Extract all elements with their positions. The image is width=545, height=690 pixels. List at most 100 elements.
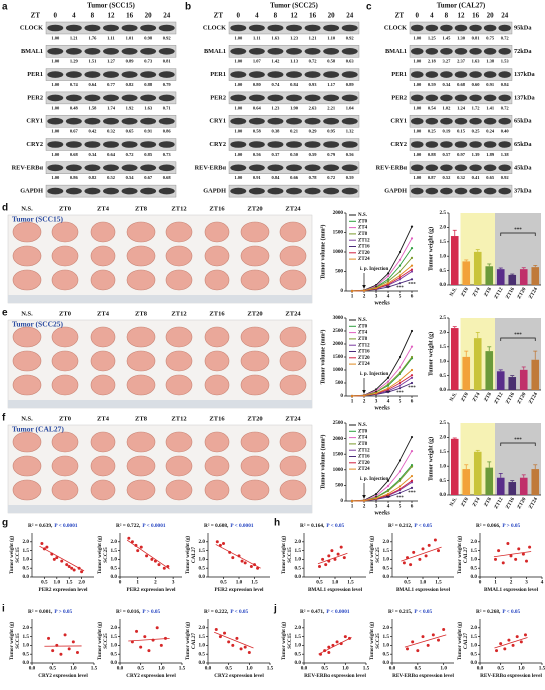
tumor <box>51 269 79 291</box>
series-point <box>398 381 402 385</box>
p-value: P < 0.0001 <box>230 523 254 529</box>
group-label: ZT20 <box>247 205 262 212</box>
band <box>425 117 439 125</box>
band-value: 0.24 <box>486 129 495 134</box>
band <box>65 164 82 172</box>
bar <box>508 377 517 390</box>
band-value: 0.84 <box>290 82 299 87</box>
zt-value: 8 <box>274 12 278 20</box>
tumor <box>204 479 230 501</box>
band-value: 0.66 <box>290 175 299 180</box>
band <box>286 187 302 195</box>
significance: * <box>375 286 378 291</box>
band <box>323 48 340 55</box>
band <box>454 117 468 125</box>
scatter-point <box>40 542 44 546</box>
band <box>140 187 157 195</box>
band-value: 2.21 <box>327 105 336 110</box>
group-label: ZT8 <box>135 205 148 212</box>
band <box>454 141 468 148</box>
scatter-point <box>240 559 244 563</box>
y-tick-label: 0 <box>340 498 343 504</box>
blot-title: Tumor (CAL27) <box>437 2 486 10</box>
tumor <box>165 245 193 267</box>
y-axis-title: Tumor weight (g) <box>427 332 434 376</box>
scatter-point <box>162 566 166 570</box>
band <box>469 24 482 32</box>
scatter-point <box>223 631 227 635</box>
y-tick-label: 0.0 <box>199 660 206 666</box>
band-value: 1.00 <box>234 175 243 180</box>
significance: *** <box>408 491 416 496</box>
series-point <box>398 282 402 285</box>
bar <box>450 236 459 285</box>
zt-value: 8 <box>91 12 95 20</box>
band-value: 0.65 <box>486 175 495 180</box>
band <box>469 71 482 78</box>
band-value: 0.50 <box>290 152 299 157</box>
bar <box>473 451 482 495</box>
x-tick-label: 2 <box>363 399 366 405</box>
protein-name: REV-ERBα <box>12 164 44 171</box>
x-tick-label: N.S. <box>449 391 459 403</box>
band <box>103 71 119 78</box>
trend-line <box>493 551 532 558</box>
band-value: 0.57 <box>442 152 451 157</box>
x-tick-label: 0.5 <box>220 580 227 586</box>
p-value: P < 0.05 <box>502 609 520 615</box>
x-tick-label: ZT8 <box>483 286 493 298</box>
y-tick-label: 2.0 <box>23 539 30 545</box>
tumor <box>165 479 193 501</box>
y-axis-title: Tumor weight (g) <box>8 536 15 575</box>
band <box>304 24 321 32</box>
y-axis-title: Tumor weight (g) <box>280 536 287 575</box>
tumor <box>51 245 79 267</box>
zt-value: 20 <box>145 12 153 20</box>
band <box>47 24 64 32</box>
scatter-point <box>426 643 430 647</box>
p-value: P < 0.0001 <box>326 609 350 615</box>
p-value: P > 0.05 <box>142 609 160 615</box>
x-tick-label: 0.5 <box>404 580 411 586</box>
y-tick-label: 1.0 <box>295 643 302 649</box>
x-tick-label: 4 <box>387 399 390 405</box>
band <box>158 164 175 172</box>
r-squared: R² = 0.471, <box>300 609 325 615</box>
y-tick-label: 0.0 <box>295 574 302 580</box>
series-point <box>398 355 402 359</box>
scatter-point <box>507 638 511 642</box>
band <box>483 71 497 78</box>
y-tick-label: 0.5 <box>295 651 302 657</box>
band-value: 0.58 <box>327 59 336 64</box>
y-axis-title: Tumor volume (mm³) <box>319 330 326 385</box>
y-tick-label: 0.0 <box>440 387 447 393</box>
protein-name: GAPDH <box>20 188 43 195</box>
series-point <box>410 264 414 267</box>
x-tick-label: 5 <box>399 399 402 405</box>
y-axis-title: Tumor weight (g) <box>368 622 375 661</box>
band <box>121 48 138 55</box>
significance: ** <box>386 286 392 291</box>
x-tick-label: 0.5 <box>49 666 56 672</box>
band-value: 0.59 <box>309 152 318 157</box>
scatter-point <box>347 636 351 640</box>
scatter-point <box>327 645 331 649</box>
r-squared: R² = 0.215, <box>388 609 413 615</box>
band <box>286 164 302 172</box>
legend-label: N.S. <box>358 213 368 218</box>
tumor <box>279 479 307 501</box>
x-axis-title: PER2 expression level <box>215 587 264 593</box>
band <box>47 141 64 148</box>
bar <box>519 269 528 285</box>
band-value: 1.11 <box>253 35 261 40</box>
band <box>230 24 247 32</box>
scatter-point <box>525 559 528 563</box>
y-tick-label: 0.0 <box>199 574 206 580</box>
zt-value: 0 <box>54 12 58 20</box>
series-point <box>398 491 402 494</box>
tumor <box>126 269 156 291</box>
band <box>230 94 247 102</box>
trend-line <box>39 545 85 572</box>
scatter-point <box>134 543 138 547</box>
x-tick-label: ZT0 <box>460 496 470 508</box>
